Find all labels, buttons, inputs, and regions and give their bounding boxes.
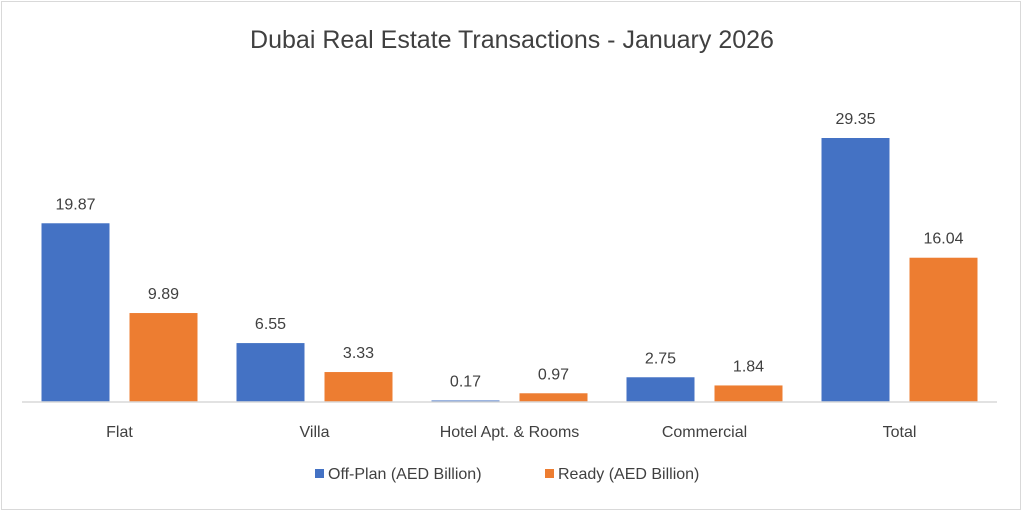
x-tick-label: Commercial	[662, 424, 747, 441]
bar-ready-total	[909, 257, 978, 402]
bar-off-plan-villa	[236, 343, 305, 402]
legend-swatch-off-plan	[315, 469, 324, 478]
data-label: 1.84	[733, 358, 764, 375]
x-tick-label: Flat	[106, 424, 133, 441]
data-label: 0.97	[538, 366, 569, 383]
chart-title: Dubai Real Estate Transactions - January…	[250, 26, 774, 54]
bar-off-plan-commercial	[626, 377, 695, 402]
bar-off-plan-flat	[41, 223, 110, 402]
bars-layer	[41, 138, 978, 402]
bar-ready-flat	[129, 313, 198, 402]
legend: Off-Plan (AED Billion) Ready (AED Billion…	[315, 466, 699, 483]
ticks-layer: Flat Villa Hotel Apt. & Rooms Commercial Tot…	[106, 424, 916, 441]
data-label: 0.17	[450, 373, 481, 390]
x-tick-label: Total	[883, 424, 917, 441]
bar-off-plan-total	[821, 138, 890, 402]
x-tick-label: Villa	[300, 424, 330, 441]
data-label: 29.35	[835, 111, 875, 128]
data-label: 16.04	[923, 231, 963, 248]
labels-layer: 19.87 9.89 6.55 3.33 0.17 0.97 2.75 1.84 29.35 16…	[55, 111, 963, 390]
x-tick-label: Hotel Apt. & Rooms	[440, 424, 580, 441]
bar-ready-villa	[324, 372, 393, 402]
bar-off-plan-hotel-apt-rooms	[431, 400, 500, 402]
bar-ready-hotel-apt-rooms	[519, 393, 588, 402]
legend-swatch-ready	[545, 469, 554, 478]
data-label: 6.55	[255, 316, 286, 333]
data-label: 19.87	[55, 196, 95, 213]
bar-ready-commercial	[714, 385, 783, 402]
legend-label-ready: Ready (AED Billion)	[558, 466, 699, 483]
data-label: 3.33	[343, 345, 374, 362]
legend-label-off-plan: Off-Plan (AED Billion)	[328, 466, 482, 483]
data-label: 2.75	[645, 350, 676, 367]
data-label: 9.89	[148, 286, 179, 303]
